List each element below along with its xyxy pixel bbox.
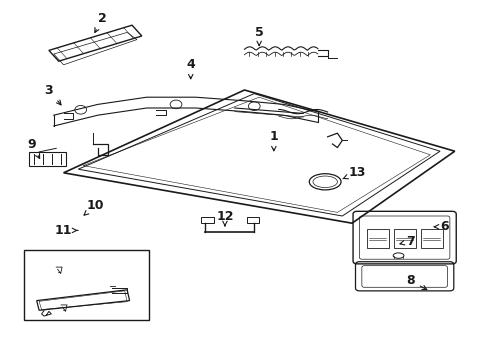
Bar [201,217,213,223]
Text: 10: 10 [84,199,104,215]
Bar [246,217,259,223]
Text: 7: 7 [399,235,414,248]
Bar [366,229,388,248]
Text: 6: 6 [433,220,448,233]
Text: 3: 3 [44,84,61,105]
Text: 9: 9 [27,138,40,158]
Text: 13: 13 [342,166,365,179]
Text: 8: 8 [406,274,426,290]
Text: 5: 5 [254,26,263,46]
Bar [24,250,149,320]
Text: 11: 11 [55,224,78,237]
Text: 2: 2 [95,12,107,32]
Bar [420,229,442,248]
Text: 12: 12 [216,210,233,226]
Bar [393,229,415,248]
Bar [29,152,66,166]
Text: 4: 4 [186,58,195,79]
Text: 1: 1 [269,130,278,151]
